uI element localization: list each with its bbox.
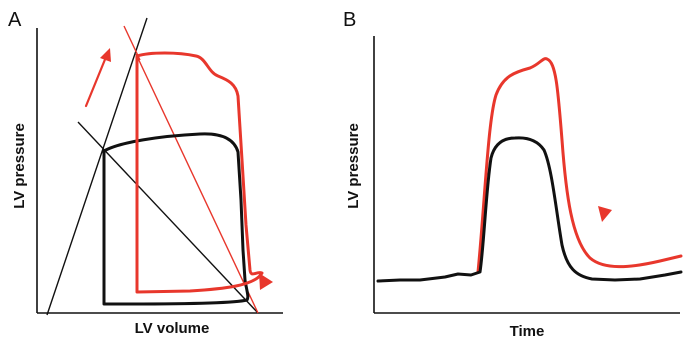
panel-a: A LV pressure LV volume xyxy=(8,9,283,337)
panel-b-letter: B xyxy=(343,9,356,31)
red-arrow-icon xyxy=(84,48,111,108)
red-ea-line xyxy=(135,53,259,314)
black-pressure-trace xyxy=(376,136,683,283)
black-ea-line xyxy=(77,121,259,314)
red-pv-loop xyxy=(135,51,264,294)
panel-b: B LV pressure Time xyxy=(343,9,683,340)
panel-a-y-axis-title: LV pressure xyxy=(11,123,28,209)
panel-b-y-axis-title: LV pressure xyxy=(345,123,362,209)
panel-a-letter: A xyxy=(8,9,22,31)
panel-b-x-axis-title: Time xyxy=(510,323,545,340)
black-espvr-line xyxy=(46,17,148,316)
red-espvr-line xyxy=(123,25,141,61)
red-triangle-arrowhead-icon xyxy=(259,273,273,290)
red-pressure-trace xyxy=(476,57,683,274)
panel-a-x-axis-title: LV volume xyxy=(135,320,210,337)
red-triangle-arrowhead-icon xyxy=(598,206,612,222)
black-pv-loop xyxy=(102,132,250,306)
